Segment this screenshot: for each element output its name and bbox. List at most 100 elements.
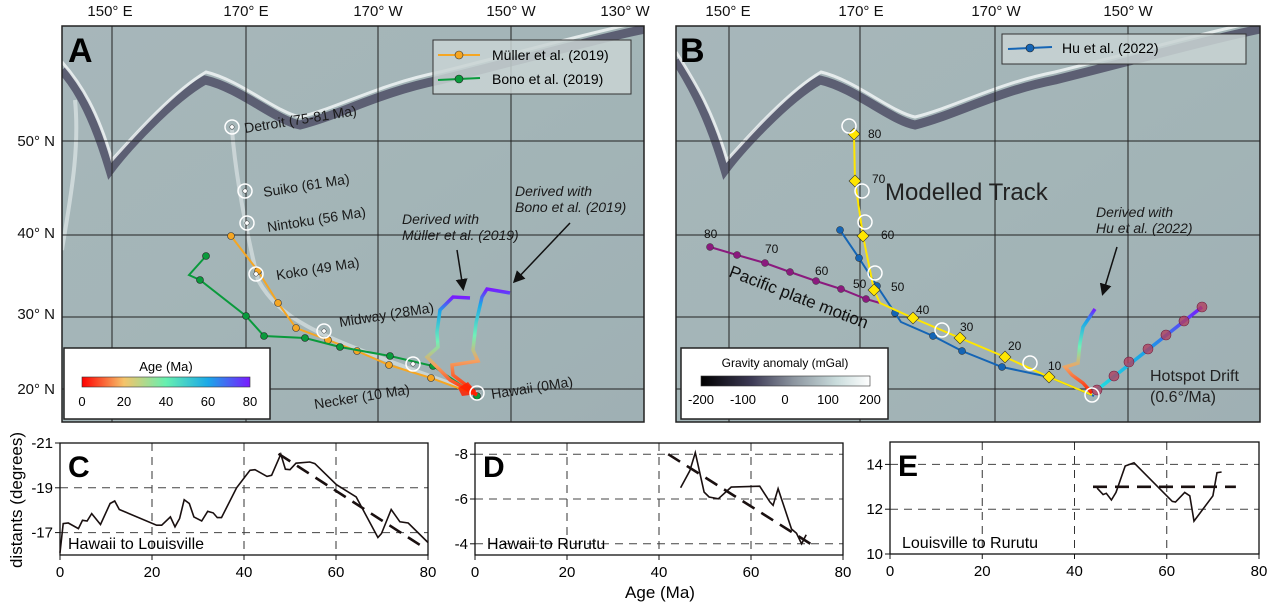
hotspot-drift-label: Hotspot Drift — [1150, 368, 1239, 385]
colorbar-tick: 0 — [781, 392, 788, 407]
colorbar-tick: 20 — [117, 394, 131, 409]
colorbar-tick: 80 — [243, 394, 257, 409]
chart-panel-d: -8 -6 -40 20 40 60 80 Hawaii to Rurutu D — [455, 442, 852, 581]
x-tick-label: 20 — [559, 564, 576, 581]
x-tick-label: 80 — [835, 564, 852, 581]
colorbar-tick: 100 — [817, 392, 839, 407]
x-tick-label: 40 — [236, 564, 253, 581]
plate-age-label: 50 — [853, 277, 867, 291]
modelled-track — [853, 133, 1093, 396]
annotation-bono-line2: Bono et al. (2019) — [515, 199, 626, 215]
modelled-age-label: 70 — [872, 172, 886, 186]
panel-letter: C — [68, 451, 90, 484]
y-tick-label: -21 — [31, 435, 53, 452]
pacific-plate-motion-track — [709, 246, 881, 304]
y-tick-label: 12 — [866, 501, 883, 518]
x-tick-label: 60 — [328, 564, 345, 581]
seamount-markers — [224, 119, 485, 401]
arrow-icon — [512, 222, 571, 284]
y-tick-label: -8 — [455, 446, 468, 463]
annotation-hu-line1: Derived with — [1096, 204, 1173, 220]
x-tick-label: 40 — [651, 564, 668, 581]
modelled-age-label: 80 — [868, 127, 882, 141]
chart-panel-e: 10 12 14 0 20 40 60 80 Louisville to Rurutu E — [866, 441, 1268, 580]
longitude-label: 170° W — [353, 3, 403, 20]
x-tick-label: 60 — [1158, 563, 1175, 580]
latitude-label: 50° N — [17, 133, 55, 150]
colorbar-title: Age (Ma) — [139, 359, 192, 374]
annotation-muller-line2: Müller et al. (2019) — [402, 227, 519, 243]
y-axis-title: distants (degrees) — [7, 432, 26, 568]
age-colorbar: Age (Ma) 0 20 40 60 80 — [63, 347, 271, 420]
modelled-age-label: 30 — [960, 320, 974, 334]
y-tick-label: -4 — [455, 536, 468, 553]
distance-line — [59, 451, 429, 553]
bono-track — [187, 255, 478, 397]
colorbar-tick: 40 — [159, 394, 173, 409]
colorbar-tick: 60 — [201, 394, 215, 409]
x-tick-label: 60 — [743, 564, 760, 581]
latitude-label: 20° N — [17, 381, 55, 398]
chart-label: Louisville to Rurutu — [902, 535, 1038, 552]
x-axis-title: Age (Ma) — [625, 583, 695, 602]
x-tick-label: 0 — [886, 563, 894, 580]
modelled-track-label: Modelled Track — [885, 179, 1049, 206]
y-tick-label: -19 — [31, 480, 53, 497]
longitude-label: 150° W — [1103, 3, 1153, 20]
legend-b: Hu et al. (2022) — [1001, 33, 1247, 65]
map-panel-a: 150° E 170° E 170° W 150° W 130° W 50° N… — [17, 3, 651, 423]
modelled-age-label: 10 — [1048, 359, 1062, 373]
legend-label-bono: Bono et al. (2019) — [492, 71, 603, 87]
legend-a: Müller et al. (2019) Bono et al. (2019) — [432, 39, 632, 95]
arrow-icon — [455, 249, 468, 291]
distance-line — [679, 449, 807, 546]
colorbar-tick: 200 — [859, 392, 881, 407]
trend-line — [667, 453, 815, 547]
longitude-label: 150° W — [486, 3, 536, 20]
annotation-muller-line1: Derived with — [402, 211, 479, 227]
latitude-label: 40° N — [17, 225, 55, 242]
arrow-icon — [1099, 246, 1118, 296]
derived-muller-track — [424, 295, 478, 397]
panel-letter: D — [483, 451, 505, 484]
derived-hu-track — [1061, 308, 1097, 395]
y-tick-label: -6 — [455, 491, 468, 508]
colorbar-tick: -100 — [730, 392, 756, 407]
panel-letter-a: A — [68, 32, 93, 70]
chart-panel-c: -21 -19 -17 0 20 40 60 80 Hawaii to Louisville C — [31, 435, 436, 581]
modelled-age-label: 60 — [881, 228, 895, 242]
modelled-age-label: 20 — [1008, 339, 1022, 353]
x-tick-label: 80 — [420, 564, 437, 581]
modelled-age-label: 40 — [916, 303, 930, 317]
chart-label: Hawaii to Louisville — [68, 536, 204, 553]
panel-letter: E — [898, 450, 918, 483]
longitude-label: 170° E — [223, 3, 268, 20]
plate-age-label: 70 — [765, 242, 779, 256]
annotation-hu-line2: Hu et al. (2022) — [1096, 220, 1193, 236]
longitude-label: 150° E — [705, 3, 750, 20]
x-tick-label: 80 — [1251, 563, 1268, 580]
longitude-label: 130° W — [600, 3, 650, 20]
longitude-label: 170° E — [838, 3, 883, 20]
legend-label-muller: Müller et al. (2019) — [492, 47, 609, 63]
chart-label: Hawaii to Rurutu — [487, 536, 605, 553]
longitude-label: 170° W — [971, 3, 1021, 20]
derived-bono-track — [450, 287, 511, 394]
y-tick-label: -17 — [31, 525, 53, 542]
x-tick-label: 0 — [471, 564, 479, 581]
hotspot-drift-rate: (0.6°/Ma) — [1150, 389, 1216, 406]
x-tick-label: 40 — [1066, 563, 1083, 580]
annotation-bono-line1: Derived with — [515, 183, 592, 199]
x-tick-label: 20 — [144, 564, 161, 581]
latitude-label: 30° N — [17, 306, 55, 323]
colorbar-tick: 0 — [78, 394, 85, 409]
x-tick-label: 20 — [974, 563, 991, 580]
seamount-markers — [841, 118, 1100, 403]
map-panel-b: 150° E 170° E 170° W 150° W — [675, 3, 1261, 423]
x-tick-label: 0 — [56, 564, 64, 581]
trend-line — [277, 452, 424, 548]
colorbar-tick: -200 — [688, 392, 714, 407]
panel-letter-b: B — [680, 32, 705, 70]
